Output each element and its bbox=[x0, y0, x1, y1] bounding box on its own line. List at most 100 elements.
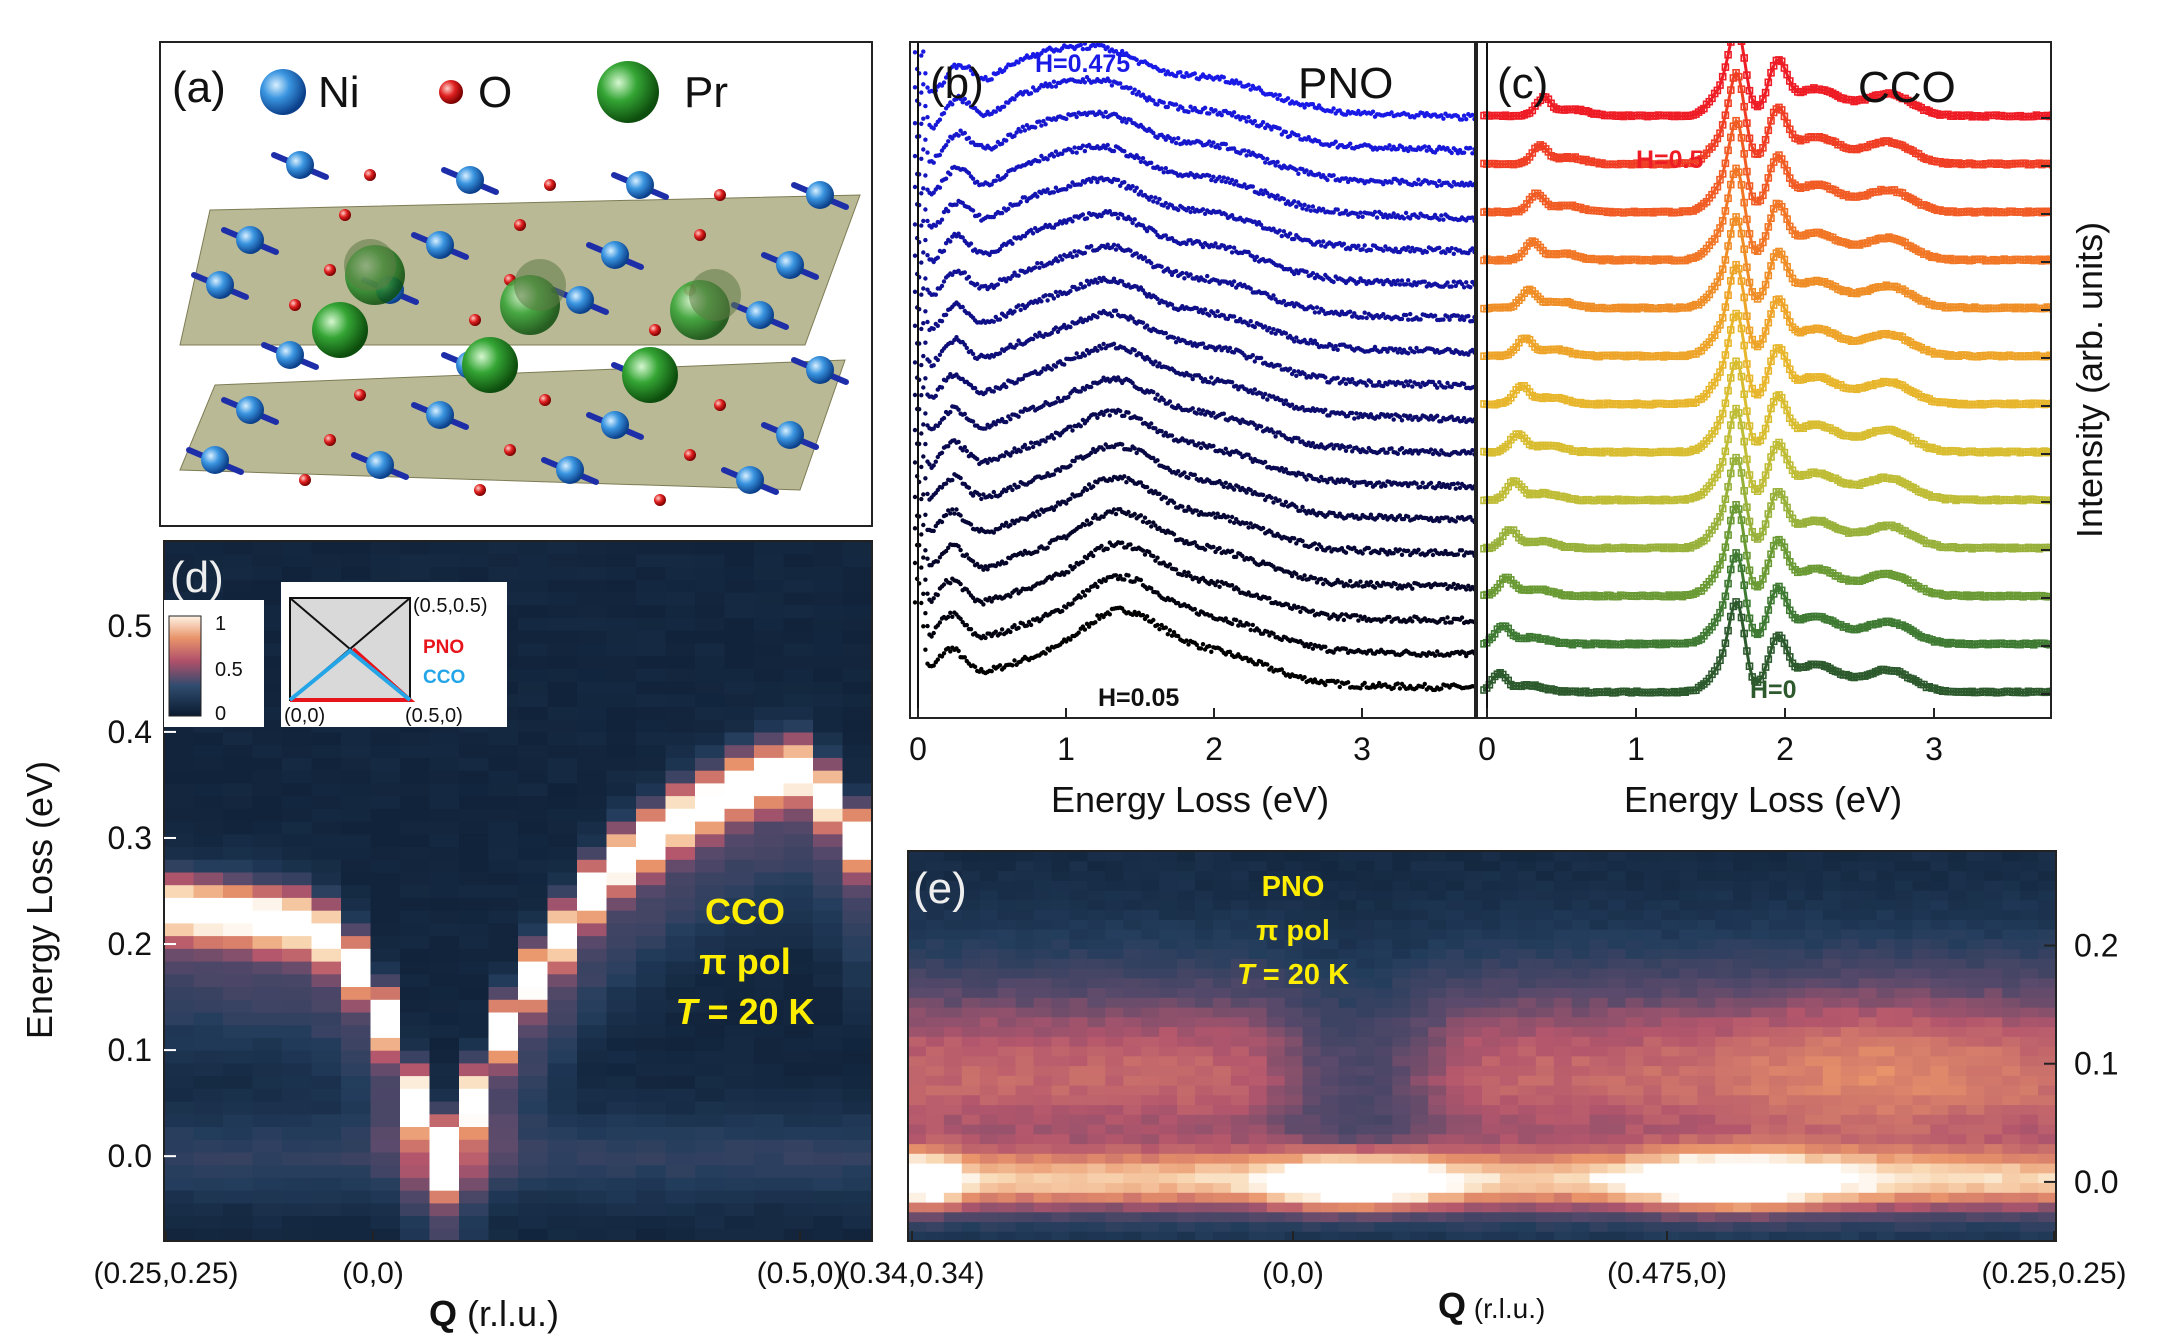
pno-data-point bbox=[1111, 242, 1117, 247]
pno-data-point bbox=[1244, 520, 1249, 526]
pno-data-point bbox=[1397, 346, 1403, 352]
pno-data-point bbox=[923, 207, 928, 212]
pno-data-point bbox=[912, 494, 918, 500]
pno-data-point bbox=[1109, 83, 1115, 88]
o-atom bbox=[354, 389, 366, 401]
pno-data-point bbox=[1265, 629, 1270, 634]
pno-data-point bbox=[1084, 556, 1090, 561]
pno-data-point bbox=[1227, 649, 1233, 654]
pno-data-point bbox=[1202, 105, 1208, 111]
pno-data-point bbox=[1399, 552, 1405, 557]
pno-data-point bbox=[1192, 606, 1198, 612]
legend-ni-sphere bbox=[260, 69, 306, 115]
pno-data-point bbox=[1294, 335, 1299, 340]
pno-data-point bbox=[1151, 199, 1156, 204]
pno-data-point bbox=[1215, 579, 1220, 584]
pno-data-point bbox=[1101, 412, 1106, 417]
pno-data-point bbox=[1329, 442, 1334, 447]
pno-data-point bbox=[1437, 178, 1442, 184]
pr-atom-shadow bbox=[689, 269, 741, 321]
pno-data-point bbox=[1279, 233, 1285, 239]
pno-data-point bbox=[1122, 474, 1127, 479]
pno-data-point bbox=[1200, 244, 1206, 250]
pno-data-point bbox=[946, 545, 951, 550]
pno-data-point bbox=[1269, 530, 1274, 535]
pno-data-point bbox=[1366, 515, 1372, 521]
pno-data-point bbox=[1161, 68, 1166, 73]
ni-atom bbox=[566, 286, 594, 314]
pno-data-point bbox=[1258, 188, 1264, 193]
pno-data-point bbox=[1281, 229, 1287, 234]
pno-data-point bbox=[937, 420, 943, 426]
pno-data-point bbox=[1138, 577, 1144, 583]
pno-data-point bbox=[964, 448, 969, 454]
pno-data-point bbox=[1428, 413, 1434, 419]
pno-data-point bbox=[1101, 341, 1106, 347]
pno-data-point bbox=[1294, 504, 1299, 510]
pno-data-point bbox=[1395, 681, 1401, 686]
pno-data-point bbox=[1219, 113, 1224, 118]
pno-data-point bbox=[1356, 243, 1361, 248]
pno-data-point bbox=[1211, 174, 1216, 179]
pno-data-point bbox=[923, 577, 928, 582]
pno-data-point bbox=[991, 319, 996, 324]
ni-atom bbox=[601, 411, 629, 439]
pno-data-point bbox=[1248, 456, 1253, 461]
pno-data-point bbox=[1312, 576, 1318, 581]
pno-data-point bbox=[1292, 199, 1297, 204]
pno-data-point bbox=[1449, 584, 1454, 590]
pno-data-point bbox=[1432, 313, 1438, 318]
o-atom bbox=[694, 229, 706, 241]
pno-data-point bbox=[1312, 310, 1318, 315]
pno-data-point bbox=[1437, 519, 1442, 524]
pno-data-point bbox=[1159, 429, 1164, 434]
pno-data-point bbox=[1389, 584, 1394, 589]
pno-data-point bbox=[1234, 179, 1239, 184]
pno-data-point bbox=[919, 90, 924, 95]
pno-data-point bbox=[923, 103, 928, 109]
pno-data-point bbox=[1403, 282, 1409, 287]
pno-data-point bbox=[1470, 448, 1475, 453]
pno-data-point bbox=[1397, 547, 1403, 552]
pno-data-point bbox=[919, 191, 924, 196]
pno-data-point bbox=[1128, 542, 1133, 547]
pno-data-point bbox=[962, 342, 967, 347]
pno-data-point bbox=[1130, 220, 1135, 226]
pno-data-point bbox=[943, 176, 949, 181]
pno-data-point bbox=[1455, 313, 1461, 318]
pno-data-point bbox=[943, 548, 949, 554]
pno-data-point bbox=[925, 623, 930, 629]
pno-data-point bbox=[1453, 519, 1459, 524]
pno-data-point bbox=[1304, 168, 1309, 173]
pno-data-point bbox=[1190, 376, 1195, 382]
pno-data-point bbox=[925, 253, 930, 258]
pno-data-point bbox=[1468, 514, 1473, 520]
pno-data-point bbox=[1120, 540, 1125, 545]
pno-data-point bbox=[1039, 369, 1044, 374]
pno-data-point bbox=[1352, 416, 1357, 421]
pno-data-point bbox=[1004, 560, 1009, 566]
pno-data-point bbox=[968, 627, 974, 632]
pno-data-point bbox=[970, 559, 976, 564]
pno-data-point bbox=[956, 407, 961, 412]
pno-data-point bbox=[1163, 625, 1169, 630]
pno-data-point bbox=[977, 212, 982, 217]
pno-data-point bbox=[1089, 243, 1094, 249]
pno-data-point bbox=[1403, 210, 1409, 216]
pno-data-point bbox=[1310, 608, 1316, 613]
pno-data-point bbox=[1424, 653, 1430, 658]
pno-data-point bbox=[1221, 75, 1227, 80]
pno-data-point bbox=[958, 547, 963, 553]
pno-data-point bbox=[1004, 138, 1009, 143]
ni-atom bbox=[806, 356, 834, 384]
pno-data-point bbox=[1053, 325, 1059, 330]
pno-data-point bbox=[1153, 195, 1158, 200]
pno-data-point bbox=[1319, 474, 1324, 480]
pno-data-point bbox=[1018, 199, 1023, 205]
pno-data-point bbox=[1072, 458, 1077, 464]
pno-data-point bbox=[1118, 573, 1123, 579]
pno-data-point bbox=[921, 218, 926, 224]
pno-data-point bbox=[1068, 637, 1073, 642]
pno-data-point bbox=[954, 202, 959, 207]
pno-data-point bbox=[1109, 313, 1115, 319]
